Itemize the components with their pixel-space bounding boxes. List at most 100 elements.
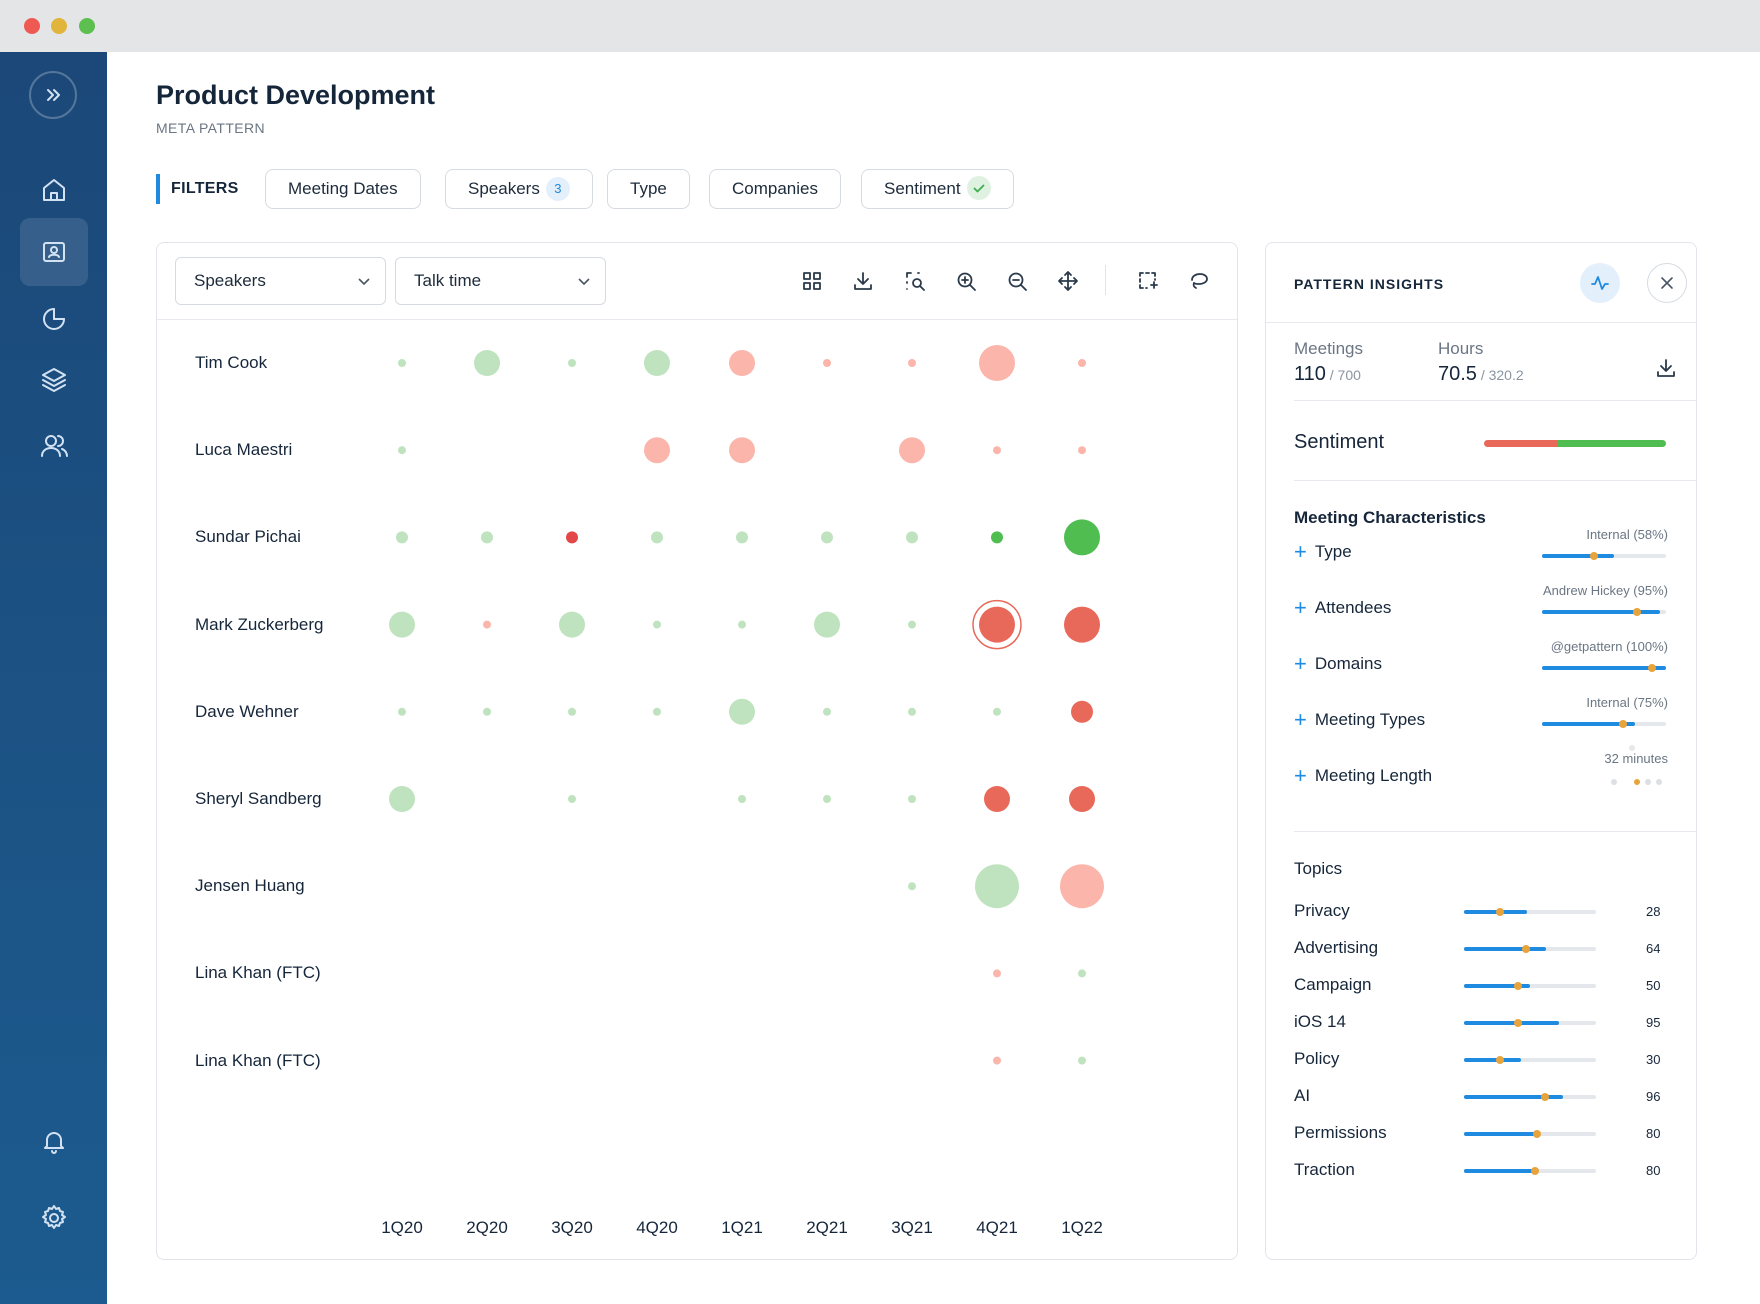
activity-toggle-button[interactable] (1580, 263, 1620, 303)
data-bubble[interactable] (398, 359, 406, 367)
filter-chip-companies[interactable]: Companies (709, 169, 841, 209)
metric-select[interactable]: Talk time (395, 257, 606, 305)
data-bubble[interactable] (814, 611, 840, 638)
data-bubble[interactable] (653, 707, 661, 716)
sidebar-item-analytics[interactable] (20, 285, 88, 353)
sidebar-item-settings[interactable] (20, 1184, 88, 1252)
data-bubble[interactable] (979, 345, 1015, 381)
data-bubble[interactable] (1064, 606, 1100, 643)
data-bubble[interactable] (993, 446, 1001, 455)
data-bubble[interactable] (823, 359, 831, 367)
sidebar-item-layers[interactable] (20, 345, 88, 413)
data-bubble[interactable] (823, 707, 831, 716)
data-bubble[interactable] (908, 795, 916, 803)
sidebar-item-home[interactable] (20, 156, 88, 224)
data-bubble[interactable] (398, 446, 406, 455)
data-bubble[interactable] (899, 437, 925, 464)
data-bubble[interactable] (729, 350, 755, 376)
data-bubble[interactable] (1078, 969, 1086, 978)
zoom-out-button[interactable] (1003, 267, 1031, 295)
data-bubble[interactable] (1078, 446, 1086, 455)
characteristic-toggle[interactable]: + Meeting Length (1294, 763, 1432, 789)
download-chart-button[interactable] (849, 267, 877, 295)
data-bubble[interactable] (1078, 1056, 1086, 1065)
characteristic-toggle[interactable]: + Type (1294, 539, 1352, 565)
data-bubble[interactable] (398, 707, 406, 716)
data-bubble[interactable] (979, 606, 1015, 643)
expand-sidebar-button[interactable] (29, 71, 77, 119)
chevron-down-icon (358, 278, 370, 286)
sidebar-item-people[interactable] (20, 412, 88, 480)
topic-name[interactable]: Privacy (1294, 901, 1350, 920)
data-bubble[interactable] (993, 1056, 1001, 1065)
data-bubble[interactable] (908, 359, 916, 367)
data-bubble[interactable] (1060, 864, 1104, 909)
data-bubble[interactable] (389, 786, 415, 812)
data-bubble[interactable] (389, 611, 415, 638)
topic-name[interactable]: Advertising (1294, 938, 1379, 957)
data-bubble[interactable] (821, 531, 833, 544)
characteristic-toggle[interactable]: + Domains (1294, 651, 1382, 677)
data-bubble[interactable] (908, 882, 916, 891)
data-bubble[interactable] (568, 795, 576, 803)
data-bubble[interactable] (975, 864, 1019, 909)
grid-view-button[interactable] (798, 267, 826, 295)
topic-name[interactable]: Traction (1294, 1160, 1355, 1179)
data-bubble[interactable] (483, 620, 491, 629)
sidebar-item-notifications[interactable] (20, 1107, 88, 1175)
sidebar-item-contacts[interactable] (20, 218, 88, 286)
download-insights-button[interactable] (1655, 357, 1677, 384)
dimension-select[interactable]: Speakers (175, 257, 386, 305)
data-bubble[interactable] (559, 611, 585, 638)
bubble-chart[interactable] (157, 243, 1239, 1261)
topic-name[interactable]: Campaign (1294, 975, 1372, 994)
data-bubble[interactable] (644, 350, 670, 376)
data-bubble[interactable] (1078, 359, 1086, 367)
filter-chip-meeting-dates[interactable]: Meeting Dates (265, 169, 421, 209)
data-bubble[interactable] (644, 437, 670, 464)
close-insights-button[interactable] (1647, 263, 1687, 303)
window-maximize-dot[interactable] (79, 18, 95, 34)
data-bubble[interactable] (1069, 786, 1095, 812)
topic-name[interactable]: AI (1294, 1086, 1311, 1105)
box-select-button[interactable] (1134, 267, 1162, 295)
topic-name[interactable]: Permissions (1294, 1123, 1387, 1142)
data-bubble[interactable] (984, 786, 1010, 812)
data-bubble[interactable] (1071, 700, 1093, 723)
data-bubble[interactable] (396, 531, 408, 544)
data-bubble[interactable] (483, 707, 491, 716)
data-bubble[interactable] (991, 531, 1003, 544)
window-close-dot[interactable] (24, 18, 40, 34)
data-bubble[interactable] (568, 707, 576, 716)
characteristic-toggle[interactable]: + Attendees (1294, 595, 1391, 621)
data-bubble[interactable] (823, 795, 831, 803)
data-bubble[interactable] (474, 350, 500, 376)
characteristic-toggle[interactable]: + Meeting Types (1294, 707, 1425, 733)
data-bubble[interactable] (738, 795, 746, 803)
data-bubble[interactable] (993, 707, 1001, 716)
data-bubble[interactable] (993, 969, 1001, 978)
data-bubble[interactable] (653, 620, 661, 629)
topic-name[interactable]: iOS 14 (1294, 1012, 1346, 1031)
data-bubble[interactable] (906, 531, 918, 544)
data-bubble[interactable] (481, 531, 493, 544)
data-bubble[interactable] (729, 698, 755, 725)
data-bubble[interactable] (568, 359, 576, 367)
zoom-select-button[interactable] (901, 267, 929, 295)
data-bubble[interactable] (908, 620, 916, 629)
zoom-in-button[interactable] (952, 267, 980, 295)
filter-chip-type[interactable]: Type (607, 169, 690, 209)
data-bubble[interactable] (736, 531, 748, 544)
data-bubble[interactable] (566, 531, 578, 544)
window-minimize-dot[interactable] (51, 18, 67, 34)
filter-chip-sentiment[interactable]: Sentiment (861, 169, 1014, 209)
data-bubble[interactable] (738, 620, 746, 629)
filter-chip-speakers[interactable]: Speakers 3 (445, 169, 593, 209)
pan-button[interactable] (1054, 267, 1082, 295)
data-bubble[interactable] (729, 437, 755, 464)
data-bubble[interactable] (1064, 519, 1100, 556)
data-bubble[interactable] (908, 707, 916, 716)
topic-name[interactable]: Policy (1294, 1049, 1340, 1068)
data-bubble[interactable] (651, 531, 663, 544)
lasso-select-button[interactable] (1185, 267, 1213, 295)
